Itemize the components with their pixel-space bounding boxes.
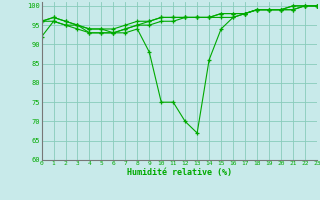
X-axis label: Humidité relative (%): Humidité relative (%) bbox=[127, 168, 232, 177]
